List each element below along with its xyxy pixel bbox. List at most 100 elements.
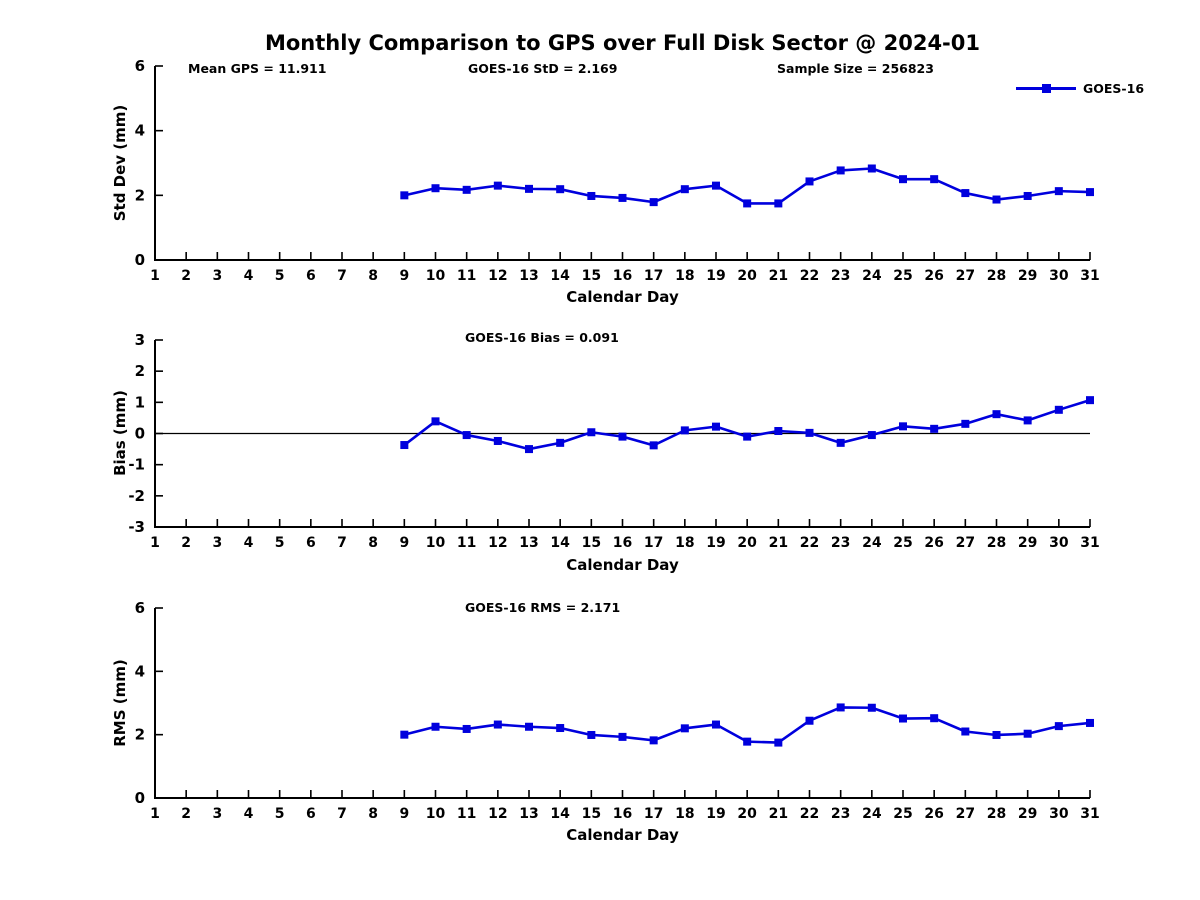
bias-x-tick-label: 22 <box>800 535 819 551</box>
std-dev-x-tick-label: 14 <box>550 268 570 284</box>
rms-y-tick-label: 4 <box>135 662 145 680</box>
rms-y-tick-label: 2 <box>135 726 145 744</box>
rms-marker-day-10 <box>431 722 440 731</box>
stat-goes16-bias: GOES-16 Bias = 0.091 <box>465 330 619 345</box>
bias-x-tick-label: 5 <box>275 535 285 551</box>
std-dev-y-tick-label: 0 <box>135 251 145 269</box>
bias-y-tick-label: 2 <box>135 362 145 380</box>
std-dev-marker-day-9 <box>400 191 409 200</box>
std-dev-x-tick-label: 31 <box>1080 268 1099 284</box>
std-dev-x-tick-label: 9 <box>399 268 409 284</box>
rms-marker-day-18 <box>680 724 689 733</box>
std-dev-marker-day-12 <box>493 181 502 190</box>
rms-marker-day-25 <box>899 714 907 723</box>
std-dev-x-tick-label: 10 <box>426 268 446 284</box>
bias-x-tick-label: 19 <box>706 535 725 551</box>
rms-x-tick-label: 29 <box>1018 806 1037 822</box>
rms-series-line <box>404 706 1091 744</box>
bias-y-tick-label: -3 <box>128 518 145 536</box>
bias-marker-day-10 <box>431 417 440 426</box>
bias-y-tick-label: 0 <box>135 425 145 443</box>
std-dev-y-tick-label: 6 <box>135 57 145 75</box>
page-title: Monthly Comparison to GPS over Full Disk… <box>264 31 980 55</box>
std-dev-x-tick-label: 12 <box>488 268 507 284</box>
rms-marker-day-20 <box>743 737 752 746</box>
bias-marker-day-20 <box>743 432 752 441</box>
std-dev-marker-day-24 <box>867 164 876 173</box>
bias-x-tick-label: 16 <box>613 535 632 551</box>
std-dev-series-line <box>404 167 1091 205</box>
bias-marker-day-16 <box>618 432 627 441</box>
bias-y-tick-label: 3 <box>135 331 145 349</box>
std-dev-marker-day-19 <box>712 181 720 190</box>
rms-marker-day-29 <box>1023 729 1032 738</box>
std-dev-x-tick-label: 8 <box>368 268 378 284</box>
rms-x-tick-label: 19 <box>706 806 725 822</box>
bias-x-tick-label: 13 <box>519 535 538 551</box>
bias-x-tick-label: 15 <box>582 535 601 551</box>
bias-x-tick-label: 10 <box>426 535 446 551</box>
std-dev-y-tick-label: 4 <box>135 122 145 140</box>
legend-label: GOES-16 <box>1083 81 1145 96</box>
std-dev-marker-day-31 <box>1086 188 1094 197</box>
bias-marker-day-31 <box>1086 396 1094 405</box>
std-dev-x-tick-label: 13 <box>519 268 538 284</box>
bias-x-tick-label: 3 <box>212 535 222 551</box>
rms-x-tick-label: 27 <box>956 806 975 822</box>
bias-marker-day-30 <box>1054 405 1063 414</box>
bias-marker-day-12 <box>493 436 502 445</box>
legend-square-marker-icon <box>1042 84 1051 93</box>
std-dev-marker-day-11 <box>462 185 471 194</box>
rms-x-tick-label: 16 <box>613 806 632 822</box>
rms-x-tick-label: 25 <box>893 806 912 822</box>
std-dev-marker-day-27 <box>961 189 970 198</box>
rms-marker-day-14 <box>556 724 565 733</box>
std-dev-x-tick-label: 23 <box>831 268 850 284</box>
rms-x-tick-label: 18 <box>675 806 694 822</box>
bias-x-tick-label: 1 <box>150 535 160 551</box>
bias-x-tick-label: 17 <box>644 535 663 551</box>
bias-marker-day-21 <box>774 427 783 436</box>
bias-x-tick-label: 21 <box>769 535 788 551</box>
bias-x-tick-label: 8 <box>368 535 378 551</box>
bias-marker-day-9 <box>400 441 409 450</box>
rms-x-tick-label: 12 <box>488 806 507 822</box>
rms-marker-day-17 <box>649 736 658 745</box>
rms-marker-day-15 <box>587 730 596 739</box>
std-dev-x-tick-label: 1 <box>150 268 160 284</box>
rms-x-tick-label: 20 <box>737 806 757 822</box>
std-dev-x-tick-label: 28 <box>987 268 1006 284</box>
std-dev-x-tick-label: 18 <box>675 268 694 284</box>
rms-x-axis-label: Calendar Day <box>566 826 679 844</box>
stat-mean-gps: Mean GPS = 11.911 <box>188 61 327 76</box>
std-dev-x-tick-label: 24 <box>862 268 882 284</box>
bias-x-tick-label: 14 <box>550 535 570 551</box>
std-dev-marker-day-13 <box>525 184 533 193</box>
std-dev-marker-day-28 <box>992 195 1001 204</box>
bias-marker-day-18 <box>680 426 689 435</box>
bias-marker-day-28 <box>992 410 1001 419</box>
rms-x-tick-label: 1 <box>150 806 160 822</box>
rms-x-tick-label: 13 <box>519 806 538 822</box>
rms-x-tick-label: 11 <box>457 806 476 822</box>
rms-x-tick-label: 24 <box>862 806 882 822</box>
bias-x-tick-label: 30 <box>1049 535 1069 551</box>
rms-marker-day-22 <box>805 716 814 725</box>
stat-goes16-std: GOES-16 StD = 2.169 <box>468 61 618 76</box>
bias-marker-day-29 <box>1023 416 1032 425</box>
std-dev-x-tick-label: 2 <box>181 268 191 284</box>
bias-x-tick-label: 12 <box>488 535 507 551</box>
std-dev-marker-day-16 <box>618 193 627 202</box>
rms-marker-day-30 <box>1054 722 1063 731</box>
rms-x-tick-label: 4 <box>244 806 254 822</box>
rms-x-tick-label: 17 <box>644 806 663 822</box>
bias-marker-day-11 <box>462 431 471 440</box>
bias-x-tick-label: 26 <box>924 535 943 551</box>
rms-marker-day-9 <box>400 730 409 739</box>
rms-x-tick-label: 14 <box>550 806 570 822</box>
rms-x-tick-label: 15 <box>582 806 601 822</box>
std-dev-marker-day-17 <box>649 198 658 207</box>
rms-marker-day-16 <box>618 732 627 741</box>
stat-goes16-rms: GOES-16 RMS = 2.171 <box>465 600 621 615</box>
bias-x-tick-label: 20 <box>737 535 757 551</box>
